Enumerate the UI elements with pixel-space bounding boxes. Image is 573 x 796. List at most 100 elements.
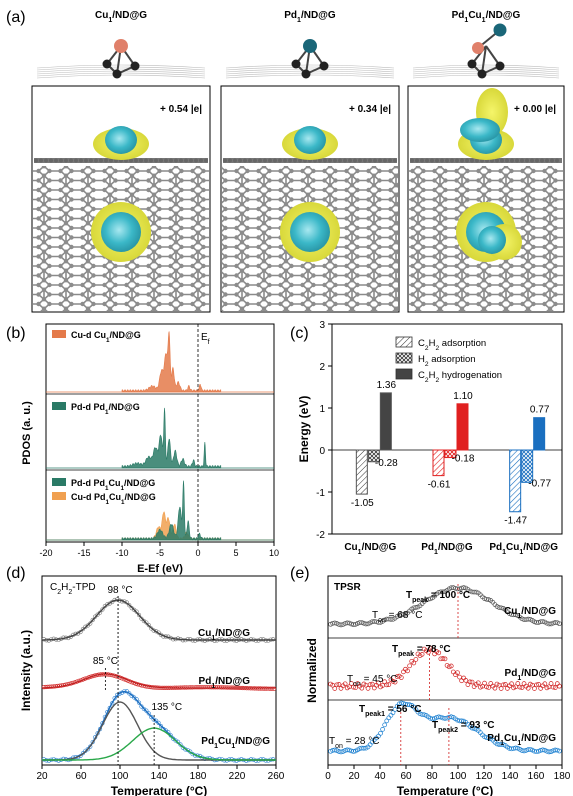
data-point — [365, 686, 371, 691]
lattice-atom — [159, 158, 163, 163]
lattice-atom — [435, 158, 439, 163]
lattice-atom — [223, 158, 227, 163]
bar — [355, 449, 368, 495]
lattice-atom — [388, 158, 392, 163]
data-point — [554, 681, 560, 686]
data-point — [197, 637, 203, 642]
data-point — [440, 589, 446, 595]
lattice-atom — [515, 158, 519, 163]
data-point — [450, 585, 456, 590]
data-point — [229, 637, 234, 642]
iso-surface-cyan — [101, 212, 141, 252]
data-point — [376, 620, 381, 625]
iso-surface-cyan — [478, 226, 506, 254]
data-point — [448, 663, 454, 669]
legend-swatch — [52, 330, 66, 338]
lattice-atom — [425, 158, 429, 163]
lattice-atom — [238, 158, 242, 163]
data-point — [473, 589, 479, 595]
data-point — [469, 725, 475, 731]
data-point — [244, 638, 249, 643]
lattice-atom — [243, 158, 247, 163]
bar — [367, 449, 380, 463]
fit-curve — [42, 673, 276, 689]
data-point — [488, 681, 494, 686]
x-tick-label: 0 — [325, 771, 331, 782]
lattice-atom — [510, 158, 514, 163]
lattice-atom — [455, 158, 459, 163]
lattice-atom — [184, 158, 188, 163]
data-point — [401, 612, 406, 617]
lattice-atom — [298, 158, 302, 163]
x-tick-label: 120 — [476, 771, 493, 782]
bar-frame — [331, 323, 563, 535]
data-point — [392, 707, 398, 712]
data-point — [376, 680, 381, 686]
data-point — [136, 700, 142, 705]
lattice-atom — [445, 158, 449, 163]
data-point — [390, 678, 396, 684]
data-point — [486, 735, 492, 741]
iso-surface-cyan — [460, 118, 500, 142]
lattice-atom — [258, 158, 262, 163]
lattice-atom — [44, 158, 48, 163]
data-point — [534, 682, 539, 688]
lattice-atom — [263, 158, 267, 163]
data-point — [525, 616, 531, 622]
panel-c-energy-chart: -2 -1 0 1 2 3 Energy (eV) -1.05 -0.28 1.36 Cu1/ND@… — [297, 320, 563, 556]
data-point — [423, 597, 429, 603]
data-point — [407, 702, 412, 708]
data-point — [521, 681, 527, 686]
data-point — [270, 686, 275, 691]
graphene-sheet — [36, 66, 206, 71]
data-point — [498, 742, 504, 747]
x-tick-label: 20 — [348, 771, 360, 782]
data-point — [342, 681, 348, 687]
data-point — [338, 749, 344, 755]
data-point — [498, 686, 504, 691]
structure-title: Cu1/ND@G — [95, 10, 147, 24]
x-tick-label: 140 — [151, 771, 168, 782]
lattice-atom — [368, 158, 372, 163]
data-point — [149, 626, 154, 631]
data-point — [519, 685, 525, 690]
onset-label: Ton = 28 °C — [329, 736, 379, 750]
data-point — [486, 685, 492, 690]
graphene-sheet — [36, 64, 206, 69]
legend-swatch — [395, 336, 413, 348]
data-point — [249, 757, 254, 762]
bar-value-label: -1.47 — [504, 516, 527, 527]
bar — [509, 449, 522, 513]
data-point — [513, 612, 519, 618]
lattice-atom — [373, 158, 377, 163]
x-tick-label: 5 — [233, 548, 238, 558]
data-point — [550, 684, 556, 690]
data-point — [398, 675, 404, 680]
data-point — [392, 679, 398, 685]
x-tick-label: -20 — [39, 548, 52, 558]
data-point — [484, 735, 489, 740]
data-point — [359, 685, 365, 691]
lattice-atom — [545, 158, 549, 163]
data-point — [438, 714, 444, 720]
data-point — [459, 678, 464, 684]
data-point — [457, 674, 462, 680]
data-point — [386, 682, 392, 687]
data-point — [221, 685, 226, 690]
x-tick-label: 180 — [554, 771, 571, 782]
data-point — [534, 749, 539, 755]
data-point — [417, 711, 423, 717]
data-point — [552, 685, 558, 691]
data-point — [500, 682, 506, 688]
lattice-atom — [550, 158, 554, 163]
data-point — [127, 691, 132, 696]
data-point — [482, 734, 487, 740]
data-point — [51, 757, 56, 762]
data-point — [557, 748, 562, 754]
bar — [456, 403, 469, 451]
data-point — [492, 685, 498, 691]
lattice-atom — [169, 158, 173, 163]
legend-label: C2H2 adsorption — [418, 338, 486, 352]
data-point — [459, 718, 464, 724]
